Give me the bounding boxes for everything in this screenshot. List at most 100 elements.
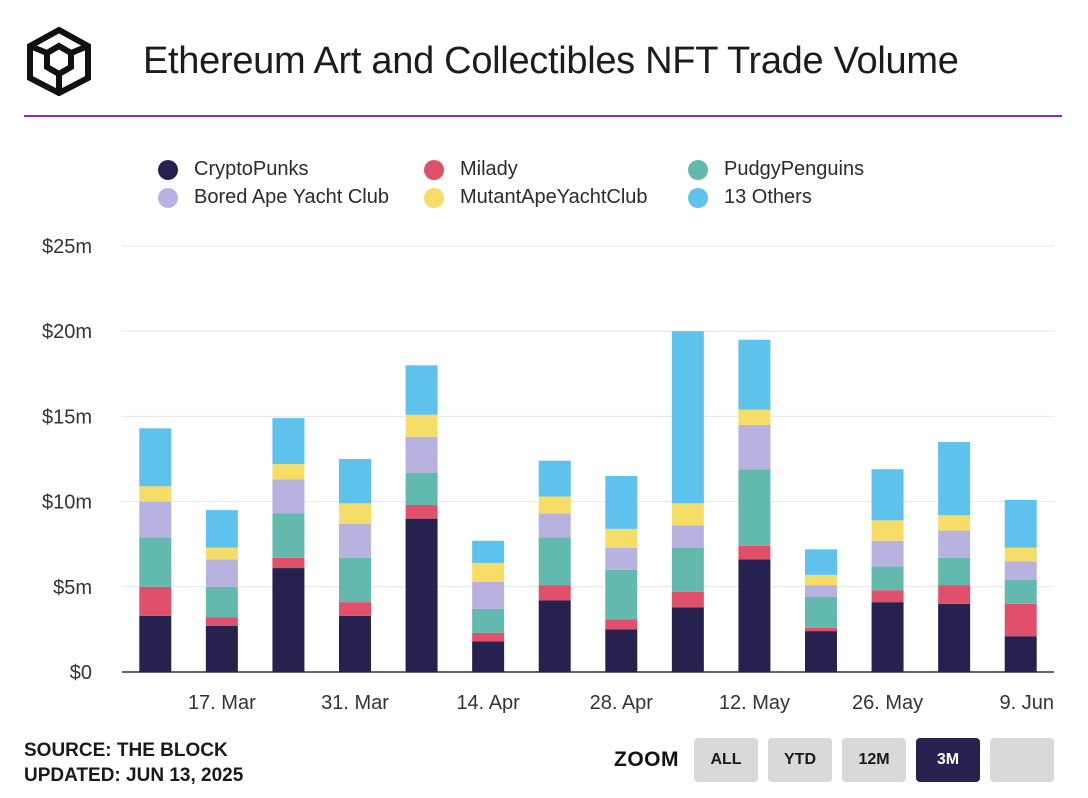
- bar-segment: [738, 559, 771, 672]
- bar-stack: [139, 428, 172, 672]
- bar-segment: [272, 479, 305, 514]
- bar-segment: [339, 602, 371, 616]
- bar-segment: [1004, 561, 1037, 580]
- bar-stack: [272, 418, 305, 672]
- bar-segment: [605, 569, 638, 620]
- bar-segment: [339, 557, 371, 603]
- y-tick-label: $5m: [53, 577, 92, 599]
- zoom-all-button[interactable]: ALL: [694, 738, 758, 782]
- bar-segment: [339, 503, 371, 524]
- bar-segment: [205, 617, 238, 626]
- legend-item-cryptopunks[interactable]: CryptoPunks: [158, 158, 309, 181]
- bar-segment: [139, 486, 172, 502]
- bar-segment: [938, 603, 971, 672]
- bar-segment: [472, 608, 505, 633]
- bar-stack: [538, 460, 571, 672]
- legend-label: Bored Ape Yacht Club: [194, 186, 389, 208]
- bar-segment: [405, 472, 438, 506]
- legend-item-pudgypenguins[interactable]: PudgyPenguins: [688, 158, 864, 181]
- bar-segment: [405, 436, 438, 473]
- bar-segment: [339, 523, 371, 558]
- bar-segment: [472, 641, 505, 672]
- bar-segment: [405, 518, 438, 672]
- the-block-cube-logo-icon: [27, 26, 91, 96]
- chart-title: Ethereum Art and Collectibles NFT Trade …: [143, 40, 959, 82]
- legend-label: PudgyPenguins: [724, 158, 865, 180]
- bar-segment: [738, 424, 771, 470]
- bar-segment: [738, 339, 771, 410]
- bar-stack: [805, 549, 837, 672]
- legend-dot-icon: [688, 187, 708, 208]
- legend-dot-icon: [158, 187, 178, 208]
- bar-segment: [871, 540, 904, 567]
- bar-segment: [405, 414, 438, 437]
- x-tick-label: 28. Apr: [590, 692, 654, 714]
- legend-item-milady[interactable]: Milady: [424, 158, 518, 181]
- bar-segment: [139, 615, 172, 672]
- bar-segment: [871, 590, 904, 603]
- bar-stack: [671, 331, 704, 672]
- bar-segment: [339, 615, 371, 672]
- bar-segment: [1004, 636, 1037, 672]
- bar-segment: [205, 547, 238, 560]
- bar-segment: [805, 585, 837, 598]
- bar-segment: [671, 331, 704, 504]
- bar-segment: [272, 557, 305, 569]
- bar-segment: [938, 530, 971, 558]
- bar-segment: [139, 501, 172, 538]
- bar-segment: [605, 547, 638, 570]
- bar-stack: [205, 510, 238, 672]
- legend-label: MutantApeYachtClub: [460, 186, 648, 208]
- legend-label: CryptoPunks: [194, 158, 309, 180]
- y-tick-label: $15m: [42, 406, 92, 428]
- bar-segment: [205, 559, 238, 587]
- bar-stack: [405, 365, 438, 672]
- bar-segment: [605, 619, 638, 630]
- bar-segment: [871, 469, 904, 521]
- zoom-extra-button[interactable]: [990, 738, 1054, 782]
- bar-segment: [1004, 547, 1037, 562]
- bar-segment: [805, 631, 837, 672]
- bar-stack: [472, 540, 505, 672]
- zoom-ytd-button[interactable]: YTD: [768, 738, 832, 782]
- legend-item-bored-ape-yacht-club[interactable]: Bored Ape Yacht Club: [158, 186, 389, 209]
- y-tick-label: $25m: [42, 236, 92, 258]
- bar-segment: [738, 469, 771, 546]
- bar-segment: [139, 428, 172, 487]
- bar-segment: [605, 476, 638, 529]
- bar-segment: [738, 545, 771, 560]
- legend-dot-icon: [424, 187, 444, 208]
- bar-segment: [805, 627, 837, 632]
- legend-label: 13 Others: [724, 186, 812, 208]
- bar-segment: [1004, 499, 1037, 548]
- legend-item-mutantapeyachtclub[interactable]: MutantApeYachtClub: [424, 186, 648, 209]
- x-tick-label: 17. Mar: [188, 692, 256, 714]
- bar-stack: [339, 459, 371, 672]
- bar-segment: [538, 600, 571, 672]
- bar-segment: [805, 597, 837, 628]
- source-note: SOURCE: THE BLOCK UPDATED: JUN 13, 2025: [24, 738, 243, 788]
- x-tick-label: 31. Mar: [321, 692, 389, 714]
- bar-segment: [738, 409, 771, 425]
- zoom-12m-button[interactable]: 12M: [842, 738, 906, 782]
- title-divider: [24, 115, 1062, 117]
- bar-segment: [472, 562, 505, 582]
- bar-segment: [472, 632, 505, 642]
- legend-item-13-others[interactable]: 13 Others: [688, 186, 812, 209]
- x-tick-label: 14. Apr: [456, 692, 520, 714]
- bar-segment: [272, 513, 305, 558]
- y-tick-label: $10m: [42, 492, 92, 514]
- x-tick-label: 26. May: [852, 692, 923, 714]
- legend-dot-icon: [158, 159, 178, 180]
- y-tick-label: $0: [70, 662, 92, 684]
- legend-dot-icon: [424, 159, 444, 180]
- bar-segment: [1004, 579, 1037, 604]
- zoom-label: ZOOM: [614, 748, 679, 771]
- bar-segment: [671, 525, 704, 548]
- bar-segment: [272, 418, 305, 465]
- zoom-3m-button[interactable]: 3M: [916, 738, 980, 782]
- bar-segment: [671, 547, 704, 592]
- bar-segment: [938, 441, 971, 516]
- bar-segment: [139, 537, 172, 587]
